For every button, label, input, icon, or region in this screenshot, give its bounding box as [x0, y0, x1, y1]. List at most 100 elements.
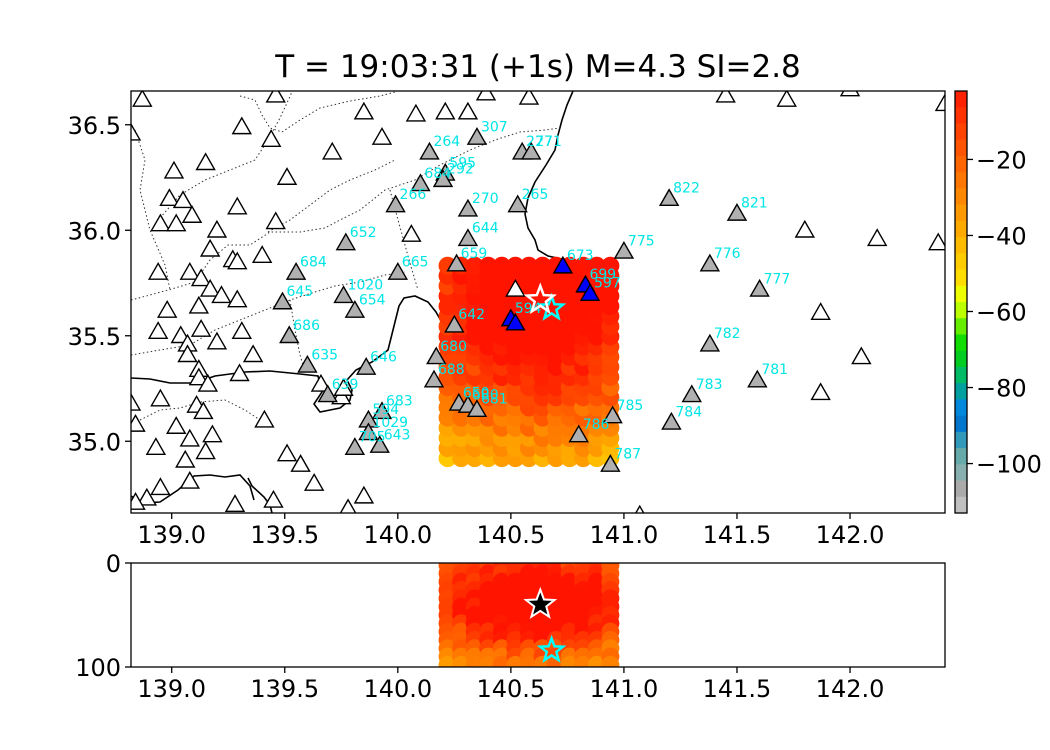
depth-grid-point — [438, 655, 457, 667]
x-tick-label: 140.5 — [477, 675, 546, 703]
colorbar-segment — [955, 269, 967, 287]
colorbar-tick-label: −40 — [976, 222, 1027, 250]
colorbar-segment — [955, 285, 967, 303]
station-label: 645 — [286, 284, 313, 300]
station-label: 264 — [433, 134, 460, 150]
colorbar-segment — [955, 123, 967, 141]
station-marker — [265, 91, 286, 103]
station-marker — [272, 291, 293, 310]
station-marker — [333, 378, 354, 396]
station-label: 271 — [535, 134, 562, 150]
station-label: 665 — [402, 254, 429, 270]
estimated-epicenter-star — [523, 282, 557, 315]
x-tick-label: 140.5 — [477, 521, 546, 549]
station-marker — [432, 169, 454, 188]
station-marker — [242, 344, 264, 363]
y-tick-label: 100 — [75, 654, 121, 682]
colorbar-frame — [954, 90, 968, 514]
station-marker — [466, 399, 488, 418]
y-tick-label: 35.0 — [68, 428, 121, 456]
station-label: 266 — [400, 187, 427, 203]
station-marker — [385, 194, 406, 213]
station-label: 277 — [526, 134, 553, 150]
station-marker — [279, 325, 300, 344]
station-marker — [131, 392, 142, 411]
station-marker — [131, 122, 142, 141]
x-tick-label: 139.0 — [137, 675, 206, 703]
depth-grid-point — [479, 655, 498, 667]
station-marker — [147, 321, 169, 339]
station-marker — [794, 219, 816, 238]
colorbar-segment — [955, 334, 967, 352]
reference-depth-star — [536, 634, 567, 663]
map-y-axis: 35.0 35.5 36.0 36.5 — [68, 112, 131, 456]
station-marker — [285, 262, 307, 280]
station-marker — [387, 262, 409, 280]
reference-epicenter-star — [536, 292, 567, 321]
station-marker — [188, 295, 210, 314]
station-marker — [344, 300, 366, 318]
station-label: 292 — [447, 162, 474, 178]
station-marker — [371, 127, 393, 145]
station-label: 646 — [370, 349, 397, 365]
x-tick-label: 140.0 — [363, 675, 432, 703]
y-tick-label: 35.5 — [68, 323, 121, 351]
colorbar-segment — [955, 318, 967, 336]
station-marker — [310, 373, 332, 392]
station-label: 782 — [714, 326, 741, 342]
station-label: 654 — [359, 292, 386, 308]
station-marker — [172, 190, 194, 209]
station-marker — [227, 251, 248, 270]
y-tick-label: 36.5 — [68, 112, 121, 140]
station-marker — [505, 278, 526, 297]
colorbar: −20 −40 −60 −80 −100 — [954, 90, 1042, 514]
colorbar-segment — [955, 464, 967, 482]
colorbar-segment — [955, 431, 967, 449]
colorbar-segment — [955, 107, 967, 125]
depth-grid-point — [574, 655, 593, 667]
colorbar-segment — [955, 253, 967, 271]
station-label: 650 — [463, 385, 490, 401]
station-marker — [163, 160, 185, 179]
station-marker — [260, 129, 282, 147]
station-marker — [254, 409, 275, 428]
station-label: 270 — [472, 191, 499, 207]
x-tick-label: 141.5 — [703, 521, 772, 549]
station-label: 684 — [300, 254, 327, 270]
station-marker — [810, 302, 831, 320]
station-marker — [193, 401, 214, 420]
y-tick-label: 0 — [106, 550, 121, 578]
station-label: 786 — [583, 417, 610, 433]
station-label: 307 — [481, 119, 508, 135]
x-tick-label: 141.5 — [703, 675, 772, 703]
station-marker — [251, 245, 273, 264]
chart-title: T = 19:03:31 (+1s) M=4.3 SI=2.8 — [274, 49, 801, 85]
depth-grid-point — [601, 655, 620, 667]
station-marker — [405, 103, 427, 122]
x-tick-label: 142.0 — [816, 521, 885, 549]
depth-epicenters — [523, 586, 567, 663]
x-tick-label: 139.0 — [137, 521, 206, 549]
y-tick-label: 36.0 — [68, 217, 121, 245]
epicenters-layer — [523, 282, 567, 321]
station-marker — [303, 473, 325, 491]
station-label: 822 — [673, 181, 700, 197]
station-label: 787 — [614, 446, 641, 462]
depth-grid-point — [506, 655, 525, 667]
station-marker — [150, 213, 171, 232]
colorbar-segment — [955, 496, 967, 514]
station-marker — [613, 240, 635, 259]
station-marker — [335, 232, 357, 251]
station-marker — [423, 369, 445, 388]
station-marker — [444, 314, 465, 333]
x-tick-label: 139.5 — [250, 521, 319, 549]
depth-x-axis: 139.0 139.5 140.0 140.5 141.0 141.5 142.0 — [137, 667, 884, 703]
depth-grid — [438, 563, 620, 667]
colorbar-segment — [955, 448, 967, 465]
station-marker — [181, 205, 203, 223]
station-label: 783 — [696, 377, 723, 393]
station-label: 659 — [461, 246, 488, 262]
depth-grid-point — [560, 655, 579, 667]
station-marker — [410, 173, 431, 192]
